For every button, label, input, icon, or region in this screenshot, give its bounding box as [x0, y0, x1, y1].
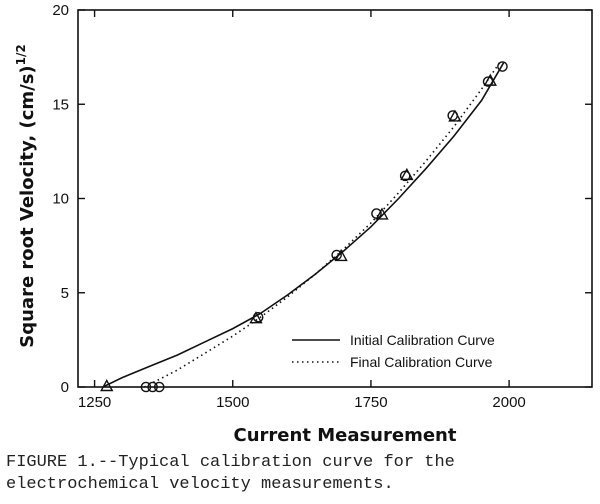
y-tick-label: 0 [61, 379, 69, 396]
triangle-point [448, 109, 462, 122]
legend: Initial Calibration Curve Final Calibrat… [292, 332, 495, 370]
x-axis: 1250 1500 1750 2000 [78, 10, 526, 411]
circle-point [147, 381, 158, 393]
x-tick-label: 1500 [216, 394, 249, 411]
y-tick-label: 15 [52, 96, 69, 113]
y-axis-title-exponent: 1/2 [14, 44, 28, 65]
svg-text:Square root Velocity, (cm/s)1/: Square root Velocity, (cm/s)1/2 [14, 44, 38, 347]
x-axis-title: Current Measurement [234, 425, 457, 446]
x-tick-label: 1250 [78, 394, 111, 411]
triangle-point [334, 248, 348, 262]
curves [102, 60, 505, 388]
circle-point [497, 61, 508, 72]
x-tick-label: 1750 [354, 394, 387, 411]
plot-frame [77, 9, 593, 388]
plot-border [77, 9, 593, 388]
figure-caption: FIGURE 1.--Typical calibration curve for… [6, 453, 455, 494]
legend-label-final: Final Calibration Curve [350, 354, 493, 370]
y-tick-label: 5 [61, 285, 69, 302]
initial-calibration-curve [102, 62, 505, 388]
triangle-point [249, 311, 263, 324]
circle-point [153, 381, 165, 393]
final-calibration-curve [143, 60, 502, 388]
legend-label-initial: Initial Calibration Curve [350, 332, 495, 348]
y-tick-label: 10 [52, 191, 69, 208]
triangle-point [100, 379, 114, 392]
circle-point [482, 76, 494, 87]
calibration-chart: 1250 1500 1750 2000 0 5 10 15 20 Current Measur… [14, 2, 593, 446]
triangle-point [400, 167, 414, 181]
circle-point [140, 381, 152, 393]
triangle-point [375, 207, 389, 220]
y-axis-title-text: Square root Velocity, (cm/s) [17, 65, 38, 347]
y-tick-label: 20 [52, 2, 69, 19]
x-tick-label: 2000 [492, 394, 525, 411]
data-points [100, 61, 508, 393]
y-axis: 0 5 10 15 20 [52, 2, 592, 396]
triangle-point [483, 73, 497, 86]
y-axis-title: Square root Velocity, (cm/s)1/2 [14, 44, 38, 347]
